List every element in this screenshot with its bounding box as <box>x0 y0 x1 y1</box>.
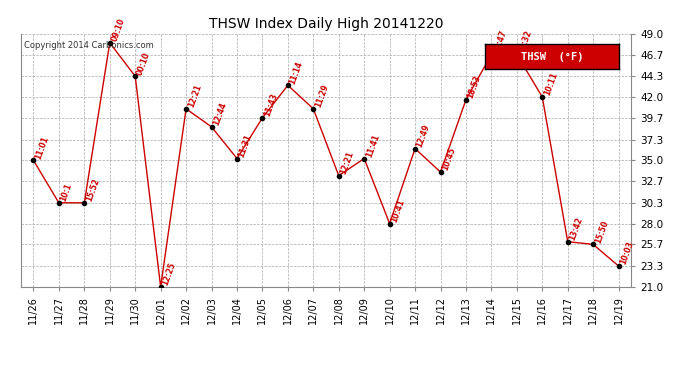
Text: 15:50: 15:50 <box>593 219 610 245</box>
Text: 11:31: 11:31 <box>237 133 254 159</box>
Text: 11:43: 11:43 <box>262 92 279 118</box>
Text: 11:29: 11:29 <box>313 83 330 109</box>
Text: 11:14: 11:14 <box>288 60 304 85</box>
Text: 00:10: 00:10 <box>135 51 152 76</box>
Text: 09:10: 09:10 <box>110 17 126 43</box>
Text: 18:53: 18:53 <box>466 74 483 100</box>
Text: Copyright 2014 Carbonics.com: Copyright 2014 Carbonics.com <box>23 41 153 50</box>
Text: 15:52: 15:52 <box>84 177 101 203</box>
Text: 10:1: 10:1 <box>59 182 74 203</box>
Text: 11:47: 11:47 <box>491 28 508 54</box>
Text: 10:03: 10:03 <box>619 240 635 266</box>
Text: 12:49: 12:49 <box>415 123 432 148</box>
Text: 10:11: 10:11 <box>542 71 559 97</box>
Text: 12:21: 12:21 <box>339 150 355 176</box>
Text: 12:44: 12:44 <box>212 101 228 127</box>
Text: 11:32: 11:32 <box>517 29 533 54</box>
Text: 12:25: 12:25 <box>161 261 177 287</box>
Text: 11:01: 11:01 <box>33 135 50 160</box>
Text: 12:21: 12:21 <box>186 83 203 109</box>
Text: 11:41: 11:41 <box>364 133 381 159</box>
Title: THSW Index Daily High 20141220: THSW Index Daily High 20141220 <box>209 17 443 31</box>
Text: 10:45: 10:45 <box>440 146 457 172</box>
Text: 10:41: 10:41 <box>390 198 406 223</box>
Text: 13:42: 13:42 <box>568 216 584 242</box>
